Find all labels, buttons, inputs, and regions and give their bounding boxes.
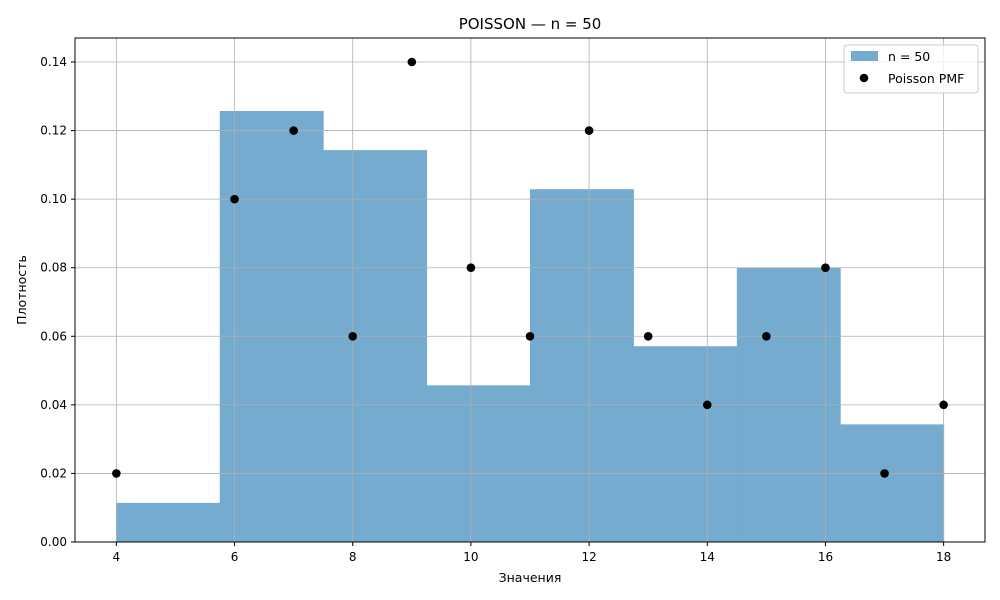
pmf-point [230, 194, 239, 204]
x-tick-label: 4 [113, 550, 121, 564]
pmf-point [939, 400, 948, 410]
pmf-point [525, 331, 535, 341]
legend: n = 50 Poisson PMF [843, 44, 979, 94]
y-tick-label: 0.12 [40, 124, 67, 138]
grid-lines [75, 38, 985, 543]
histogram-bar [323, 150, 428, 542]
pmf-point [289, 126, 298, 135]
pmf-point [880, 469, 889, 478]
histogram-bar [840, 424, 945, 542]
pmf-point [407, 57, 417, 67]
x-tick-label: 16 [818, 550, 833, 564]
y-tick-label: 0.08 [40, 261, 67, 275]
y-tick-label: 0.04 [40, 398, 67, 412]
histogram-bar [530, 189, 634, 542]
x-tick-label: 8 [349, 550, 357, 564]
histogram-bar [116, 502, 221, 542]
y-tick-label: 0.06 [40, 329, 67, 343]
pmf-point [466, 263, 476, 273]
y-axis-label: Плотность [14, 255, 29, 325]
x-axis-label: Значения [499, 570, 562, 585]
legend-label-histogram: n = 50 [888, 49, 930, 64]
histogram-bar [633, 346, 738, 542]
pmf-points [112, 57, 948, 478]
pmf-point [702, 400, 712, 410]
pmf-point [821, 263, 830, 273]
pmf-point [112, 469, 121, 478]
histogram-bar [219, 111, 324, 543]
pmf-point [584, 126, 594, 135]
y-tick-label: 0.14 [40, 55, 67, 69]
plot-frame [74, 37, 986, 543]
legend-swatch-histogram [851, 51, 878, 61]
y-tick-label: 0.02 [40, 466, 67, 480]
pmf-point [643, 331, 653, 341]
histogram-bars [116, 111, 945, 543]
pmf-point [762, 331, 771, 341]
legend-marker-pmf [859, 73, 869, 83]
x-tick-label: 10 [463, 550, 478, 564]
x-tick-label: 18 [936, 550, 951, 564]
histogram-bar [426, 385, 531, 542]
x-tick-label: 6 [231, 550, 239, 564]
legend-label-pmf: Poisson PMF [888, 71, 964, 86]
y-tick-label: 0.00 [40, 535, 67, 549]
x-tick-label: 12 [581, 550, 596, 564]
y-axis-ticks: 0.00 0.02 0.04 0.06 0.08 0.10 0.12 0.14 [40, 55, 75, 549]
y-tick-label: 0.10 [40, 192, 67, 206]
pmf-point [348, 331, 358, 341]
x-tick-label: 14 [700, 550, 715, 564]
x-axis-ticks: 4 6 8 10 12 14 16 18 [113, 542, 951, 564]
chart-title: POISSON — n = 50 [459, 15, 602, 33]
